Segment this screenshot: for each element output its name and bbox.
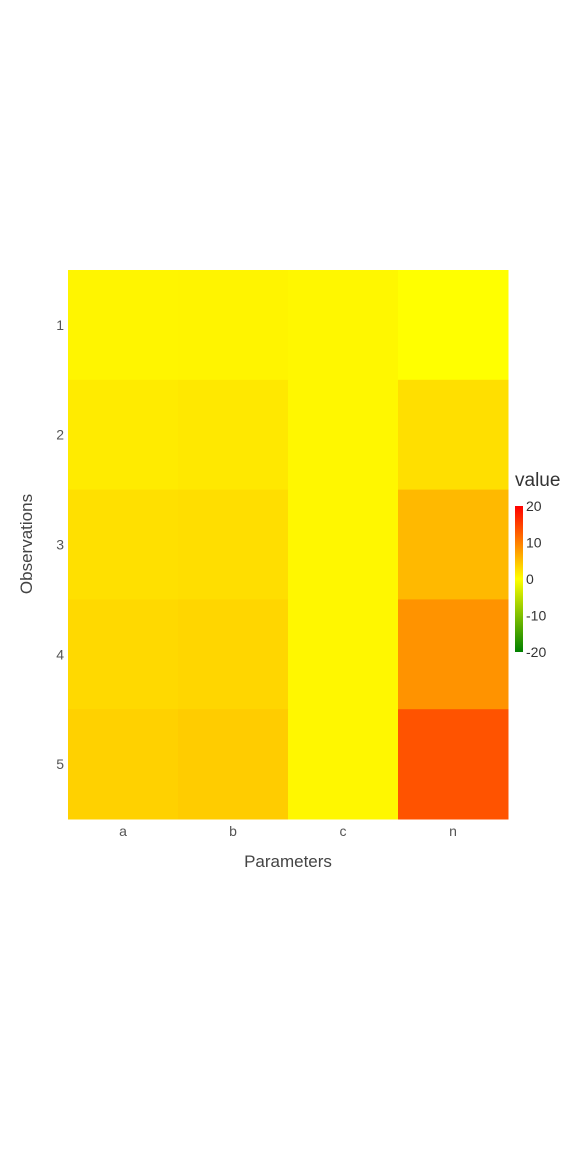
y-tick-label: 2 xyxy=(56,427,64,443)
y-tick-label: 1 xyxy=(56,317,64,333)
heatmap-cell-4-a xyxy=(68,599,179,710)
heatmap-cell-3-c xyxy=(288,489,399,600)
heatmap-cell-1-b xyxy=(178,270,289,381)
heatmap-cell-2-c xyxy=(288,379,399,491)
heatmap-cell-1-n xyxy=(398,270,509,381)
heatmap-cell-3-n xyxy=(398,489,509,600)
colorbar-tick-label: 20 xyxy=(526,498,542,514)
y-tick-label: 4 xyxy=(56,646,64,662)
y-axis-title: Observations xyxy=(17,494,36,594)
heatmap-cell-4-c xyxy=(288,599,399,710)
colorbar xyxy=(515,506,523,652)
heatmap-cell-2-b xyxy=(178,379,289,491)
y-axis-ticks: 1 2 3 4 5 xyxy=(56,317,64,772)
heatmap-cell-4-b xyxy=(178,599,289,710)
heatmap-cell-1-a xyxy=(68,270,179,381)
heatmap-cell-2-n xyxy=(398,379,509,491)
heatmap-cell-2-a xyxy=(68,379,179,491)
colorbar-tick-label: 0 xyxy=(526,571,534,587)
x-tick-label: b xyxy=(229,823,237,839)
heatmap-cells xyxy=(68,270,509,820)
heatmap-cell-5-n xyxy=(398,709,509,820)
heatmap-cell-5-b xyxy=(178,709,289,820)
heatmap-cell-5-a xyxy=(68,709,179,820)
y-tick-label: 5 xyxy=(56,756,64,772)
x-tick-label: c xyxy=(340,823,347,839)
x-tick-label: n xyxy=(449,823,457,839)
heatmap-cell-1-c xyxy=(288,270,399,381)
x-axis-title: Parameters xyxy=(244,852,332,871)
heatmap-cell-3-a xyxy=(68,489,179,600)
colorbar-tick-label: -10 xyxy=(526,608,546,624)
heatmap-cell-5-c xyxy=(288,709,399,820)
colorbar-title: value xyxy=(515,470,560,491)
heatmap-cell-4-n xyxy=(398,599,509,710)
y-tick-label: 3 xyxy=(56,537,64,553)
colorbar-ticks: 20 10 0 -10 -20 xyxy=(526,498,546,660)
heatmap-cell-3-b xyxy=(178,489,289,600)
x-tick-label: a xyxy=(119,823,127,839)
colorbar-tick-label: 10 xyxy=(526,535,542,551)
colorbar-legend: value 20 10 0 -10 -20 xyxy=(515,470,560,660)
colorbar-tick-label: -20 xyxy=(526,644,546,660)
